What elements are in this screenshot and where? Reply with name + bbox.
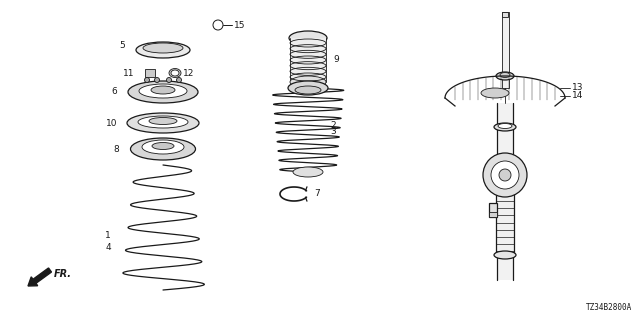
- Bar: [489, 203, 497, 217]
- Text: 9: 9: [333, 55, 339, 65]
- Text: 4: 4: [106, 244, 111, 252]
- Text: 13: 13: [572, 84, 584, 92]
- Text: FR.: FR.: [54, 269, 72, 279]
- Ellipse shape: [288, 81, 328, 95]
- Text: 11: 11: [122, 68, 134, 77]
- Ellipse shape: [290, 76, 326, 88]
- Text: 15: 15: [234, 20, 246, 29]
- Ellipse shape: [293, 167, 323, 177]
- Circle shape: [145, 77, 150, 83]
- Circle shape: [154, 77, 159, 83]
- Ellipse shape: [295, 86, 321, 94]
- Ellipse shape: [481, 88, 509, 98]
- Ellipse shape: [169, 68, 181, 77]
- Circle shape: [491, 161, 519, 189]
- Ellipse shape: [142, 140, 184, 154]
- Bar: [290, 38, 326, 82]
- Bar: [502, 12, 509, 88]
- Text: TZ34B2800A: TZ34B2800A: [586, 303, 632, 312]
- Ellipse shape: [143, 43, 183, 53]
- Text: 10: 10: [106, 118, 117, 127]
- Ellipse shape: [136, 42, 190, 58]
- Text: 6: 6: [111, 87, 117, 97]
- Ellipse shape: [151, 86, 175, 94]
- Circle shape: [166, 77, 172, 83]
- Ellipse shape: [128, 81, 198, 103]
- Bar: [145, 69, 155, 77]
- Text: 3: 3: [330, 127, 336, 136]
- Text: 8: 8: [113, 145, 119, 154]
- Text: 2: 2: [330, 121, 335, 130]
- Ellipse shape: [131, 138, 195, 160]
- Ellipse shape: [152, 142, 174, 149]
- Ellipse shape: [498, 124, 512, 129]
- Ellipse shape: [494, 251, 516, 259]
- Ellipse shape: [500, 73, 510, 77]
- Circle shape: [499, 169, 511, 181]
- Bar: [489, 212, 497, 217]
- Ellipse shape: [139, 84, 187, 98]
- Ellipse shape: [138, 116, 188, 128]
- Text: 1: 1: [105, 230, 111, 239]
- Bar: [502, 12, 508, 17]
- Text: 5: 5: [119, 42, 125, 51]
- Bar: [496, 190, 514, 255]
- Ellipse shape: [494, 123, 516, 131]
- Ellipse shape: [496, 72, 514, 80]
- Ellipse shape: [149, 117, 177, 124]
- Bar: [497, 103, 513, 280]
- Circle shape: [213, 20, 223, 30]
- Text: 12: 12: [183, 68, 195, 77]
- Text: 14: 14: [572, 92, 584, 100]
- Text: 7: 7: [314, 189, 320, 198]
- Circle shape: [483, 153, 527, 197]
- Ellipse shape: [171, 70, 179, 76]
- Circle shape: [177, 77, 182, 83]
- Ellipse shape: [127, 113, 199, 133]
- FancyArrow shape: [28, 268, 51, 286]
- Ellipse shape: [289, 31, 327, 45]
